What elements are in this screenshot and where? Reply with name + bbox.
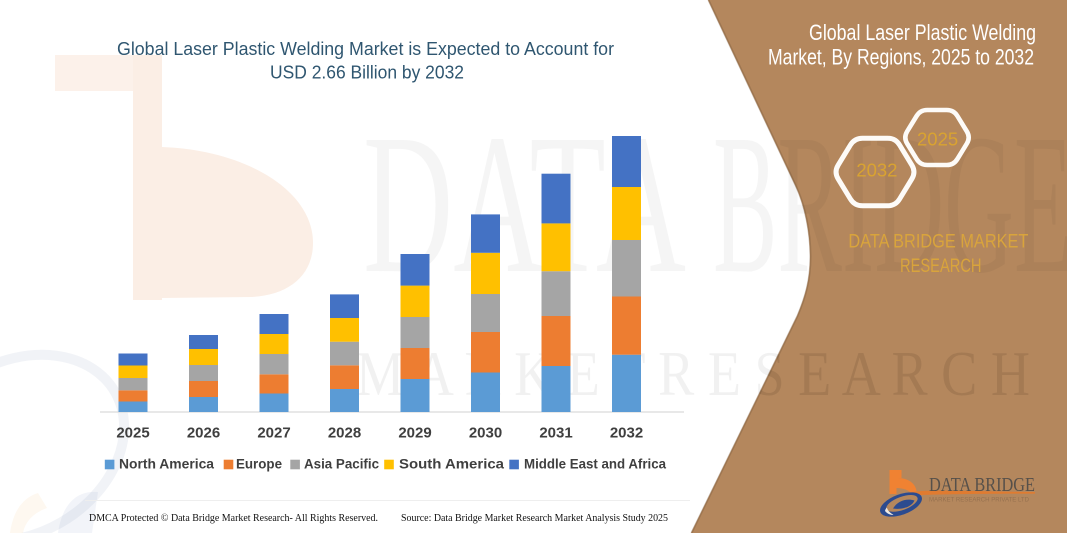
svg-text:North America: North America: [119, 457, 214, 472]
svg-text:2028: 2028: [328, 425, 361, 442]
svg-text:DATA BRIDGE: DATA BRIDGE: [929, 474, 1035, 496]
svg-text:Global Laser Plastic Welding M: Global Laser Plastic Welding Market is E…: [117, 39, 614, 59]
svg-text:USD 2.66 Billion by 2032: USD 2.66 Billion by 2032: [270, 62, 464, 82]
svg-text:2032: 2032: [610, 425, 643, 442]
svg-text:Asia Pacific: Asia Pacific: [304, 457, 379, 472]
svg-text:2026: 2026: [187, 425, 220, 442]
svg-text:2030: 2030: [469, 425, 502, 442]
svg-text:M A R K E T R E S E A R C H: M A R K E T R E S E A R C H: [356, 338, 1030, 409]
svg-text:Market, By Regions, 2025 to 20: Market, By Regions, 2025 to 2032: [768, 44, 1034, 69]
svg-text:Global Laser Plastic Welding: Global Laser Plastic Welding: [809, 20, 1036, 45]
svg-text:DATA BRIDGE MARKET: DATA BRIDGE MARKET: [848, 232, 1028, 253]
svg-text:Source: Data Bridge Market Res: Source: Data Bridge Market Research Mark…: [401, 512, 668, 524]
svg-text:South America: South America: [399, 457, 505, 472]
svg-text:Middle East and Africa: Middle East and Africa: [524, 457, 666, 472]
svg-text:RESEARCH: RESEARCH: [900, 256, 982, 277]
svg-text:2027: 2027: [257, 425, 290, 442]
svg-text:Europe: Europe: [236, 457, 282, 472]
svg-text:2029: 2029: [398, 425, 431, 442]
svg-text:2025: 2025: [116, 425, 149, 442]
svg-text:2031: 2031: [539, 425, 572, 442]
svg-text:DMCA Protected © Data Bridge M: DMCA Protected © Data Bridge Market Rese…: [89, 512, 378, 524]
svg-text:2025: 2025: [917, 129, 958, 150]
svg-text:2032: 2032: [856, 160, 897, 181]
svg-text:MARKET RESEARCH PRIVATE LTD: MARKET RESEARCH PRIVATE LTD: [929, 498, 1030, 504]
